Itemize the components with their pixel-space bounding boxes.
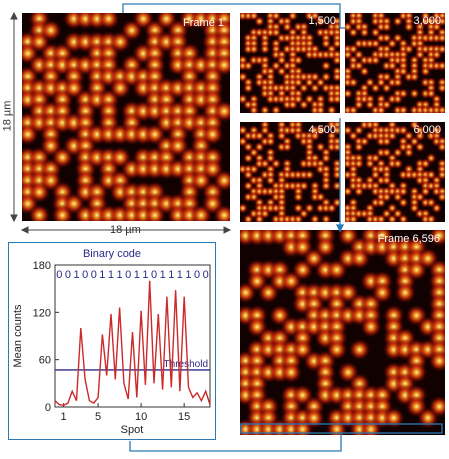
- frame-1500-label: 1,500: [308, 15, 336, 27]
- code-digit: 1: [134, 269, 140, 281]
- fluorescence-frame-4500: 4,500: [240, 122, 340, 222]
- frame-4500-label: 4,500: [308, 124, 336, 136]
- mean-counts-series: [54, 280, 211, 407]
- frame-4500-image: [240, 122, 340, 222]
- code-digit: 1: [168, 269, 174, 281]
- fluorescence-frame-3000: 3,000: [345, 13, 445, 113]
- fluorescence-frame-6000: 6,000: [345, 122, 445, 222]
- chart-title: Binary code: [83, 248, 141, 260]
- code-digit: 1: [99, 269, 105, 281]
- code-digit: 0: [82, 269, 88, 281]
- frame-6000-image: [345, 122, 445, 222]
- horizontal-scale-label: 18 µm: [110, 224, 141, 236]
- y-tick-label: 0: [45, 402, 51, 414]
- code-digit: 0: [151, 269, 157, 281]
- frame-3000-label: 3,000: [413, 15, 441, 27]
- vertical-scale-arrow-top: [10, 11, 18, 20]
- code-digit: 1: [177, 269, 183, 281]
- frame-1-label: Frame 1: [183, 17, 224, 29]
- threshold-label: Threshold: [164, 359, 208, 370]
- code-digit: 1: [117, 269, 123, 281]
- frame-6000-label: 6,000: [413, 124, 441, 136]
- horizontal-scale-arrow-left: [20, 226, 29, 234]
- code-digit: 1: [160, 269, 166, 281]
- frame-6596-label: Frame 6,596: [377, 233, 440, 245]
- plot-frame: [54, 264, 211, 408]
- code-digit: 1: [185, 269, 191, 281]
- y-tick-label: 120: [33, 307, 51, 319]
- fluorescence-frame-1: Frame 1: [22, 13, 230, 221]
- vertical-scale-arrow-bottom: [10, 214, 18, 223]
- vertical-scale-label: 18 µm: [1, 100, 14, 132]
- code-digit: 0: [65, 269, 71, 281]
- horizontal-scale-arrow-right: [223, 226, 232, 234]
- x-ticks: 1 5 10 15: [61, 403, 190, 423]
- code-digit: 0: [194, 269, 200, 281]
- x-tick-label: 15: [178, 411, 190, 423]
- fluorescence-frame-6596: Frame 6,596: [240, 230, 445, 435]
- code-digit: 0: [203, 269, 209, 281]
- y-ticks: 0 60 120 180: [33, 260, 59, 414]
- code-digit: 0: [56, 269, 62, 281]
- frame-1500-image: [240, 13, 340, 113]
- x-tick-label: 10: [135, 411, 147, 423]
- frame-3000-image: [345, 13, 445, 113]
- y-axis-label: Mean counts: [12, 304, 24, 367]
- code-digit: 0: [91, 269, 97, 281]
- frame-6596-image: [240, 230, 445, 435]
- x-tick-label: 1: [61, 411, 67, 423]
- x-tick-label: 5: [95, 411, 101, 423]
- x-axis-label: Spot: [121, 424, 144, 436]
- code-digit: 0: [125, 269, 131, 281]
- code-digit: 1: [73, 269, 79, 281]
- fluorescence-frame-1500: 1,500: [240, 13, 340, 113]
- frame-1-image: [22, 13, 230, 221]
- code-digit: 1: [108, 269, 114, 281]
- code-digit: 1: [142, 269, 148, 281]
- y-tick-label: 60: [39, 355, 51, 367]
- y-tick-label: 180: [33, 260, 51, 272]
